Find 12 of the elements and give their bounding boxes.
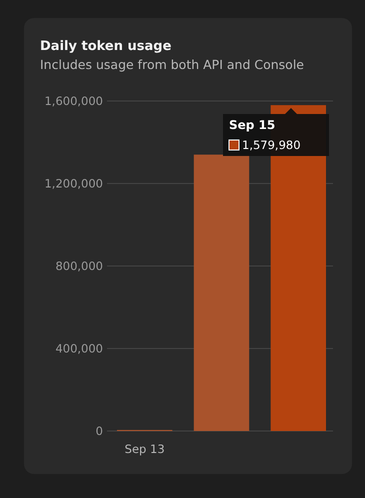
- y-tick-label: 400,000: [55, 342, 103, 356]
- tooltip: Sep 15 1,579,980: [223, 108, 329, 156]
- x-tick-label: Sep 13: [124, 442, 165, 456]
- y-tick-label: 1,600,000: [44, 94, 103, 108]
- chart-subtitle: Includes usage from both API and Console: [40, 57, 304, 72]
- chart-title: Daily token usage: [40, 39, 172, 54]
- data-label: 1,579,980: [242, 138, 301, 152]
- y-tick-label: 0: [96, 424, 103, 438]
- y-tick-label: 800,000: [55, 259, 103, 273]
- y-tick-label: 1,200,000: [44, 176, 103, 190]
- annotation: Sep 15: [229, 118, 276, 132]
- bar: [194, 154, 250, 431]
